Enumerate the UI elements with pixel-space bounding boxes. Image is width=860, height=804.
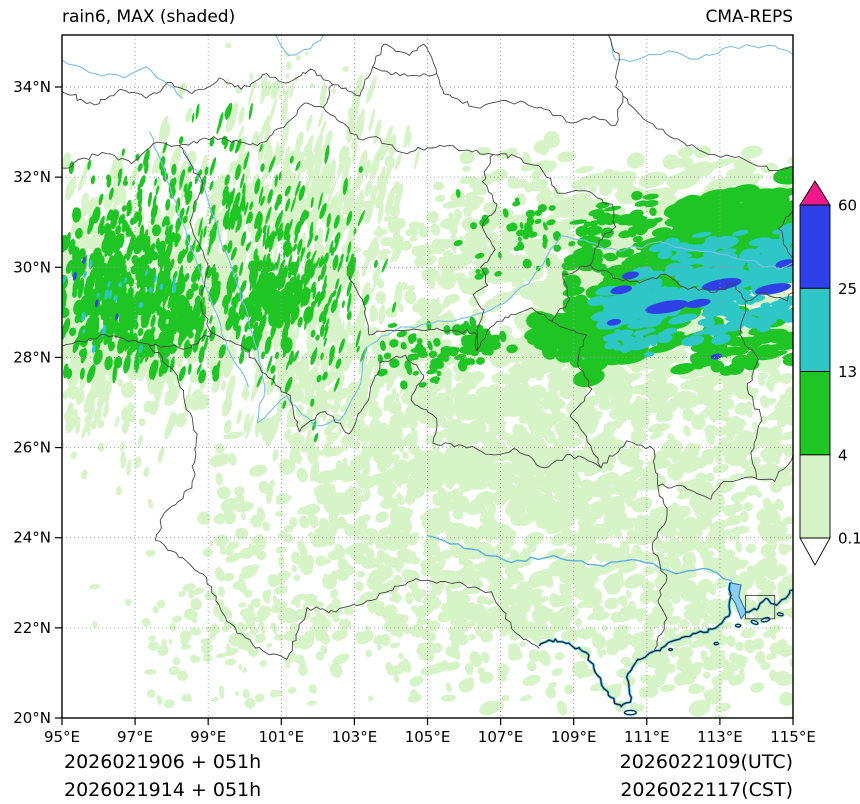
coastline — [538, 582, 793, 716]
hk-inset-box — [745, 595, 776, 620]
colorbar-over-arrow — [799, 180, 831, 206]
model-label: CMA-REPS — [705, 7, 793, 27]
precip-blue — [72, 256, 793, 360]
precip-pale — [62, 42, 793, 718]
lon-tick-label: 101°E — [258, 728, 304, 746]
colorbar-tick-label: 60 — [838, 197, 857, 215]
lon-tick-label: 111°E — [624, 728, 670, 746]
axis-labels: 95°E 97°E 99°E 101°E 103°E 105°E 107°E 109°E 111… — [13, 78, 816, 746]
colorbar: 0.1 4 13 25 60 — [799, 180, 860, 566]
colorbar-segment — [799, 204, 831, 289]
rivers — [62, 35, 793, 620]
colorbar-tick-label: 13 — [838, 363, 857, 381]
lat-tick-label: 32°N — [13, 168, 51, 186]
valid-time-utc: 2026022109(UTC) — [619, 751, 793, 773]
init-time-block: 2026021906 + 051h 2026021914 + 051h — [64, 748, 261, 804]
precip-layer — [62, 42, 793, 718]
colorbar-segment — [799, 287, 831, 372]
lon-tick-label: 95°E — [44, 728, 80, 746]
plot-title: rain6, MAX (shaded) — [62, 7, 236, 27]
colorbar-tick-label: 0.1 — [838, 530, 860, 548]
colorbar-under-arrow — [799, 537, 831, 566]
lon-tick-label: 113°E — [697, 728, 743, 746]
init-time-utc: 2026021906 + 051h — [64, 751, 262, 773]
colorbar-segment — [799, 371, 831, 456]
lat-tick-label: 22°N — [13, 619, 51, 637]
lon-tick-label: 115°E — [770, 728, 816, 746]
lon-tick-label: 103°E — [332, 728, 378, 746]
lat-tick-label: 20°N — [13, 709, 51, 727]
lon-tick-label: 105°E — [405, 728, 451, 746]
lon-tick-label: 107°E — [478, 728, 524, 746]
lat-tick-label: 30°N — [13, 258, 51, 276]
colorbar-segment — [799, 454, 831, 539]
lat-tick-label: 24°N — [13, 529, 51, 547]
lat-tick-label: 26°N — [13, 439, 51, 457]
lon-tick-label: 109°E — [551, 728, 597, 746]
colorbar-tick-label: 25 — [838, 280, 857, 298]
province-borders — [62, 35, 793, 660]
valid-time-block: 2026022109(UTC) 2026022117(CST) — [620, 748, 793, 804]
valid-time-cst: 2026022117(CST) — [620, 779, 793, 801]
lon-tick-label: 97°E — [117, 728, 153, 746]
init-time-cst: 2026021914 + 051h — [64, 779, 262, 801]
lat-tick-label: 28°N — [13, 348, 51, 366]
colorbar-tick-label: 4 — [838, 446, 848, 464]
lon-tick-label: 99°E — [190, 728, 226, 746]
lat-tick-label: 34°N — [13, 78, 51, 96]
